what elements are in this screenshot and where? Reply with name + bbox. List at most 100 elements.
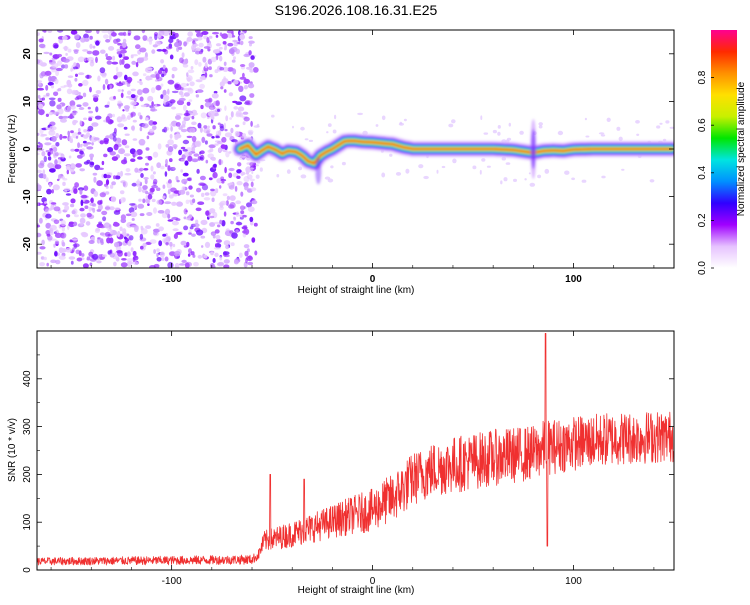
noise-speckle bbox=[184, 262, 190, 268]
noise-speckle bbox=[193, 261, 199, 267]
noise-speckle bbox=[375, 124, 379, 127]
noise-speckle bbox=[219, 66, 225, 71]
noise-speckle bbox=[38, 43, 46, 49]
noise-speckle bbox=[183, 216, 187, 220]
noise-speckle bbox=[156, 76, 163, 82]
noise-speckle bbox=[153, 103, 161, 107]
noise-speckle bbox=[167, 219, 174, 222]
noise-speckle bbox=[481, 158, 486, 162]
noise-speckle bbox=[233, 79, 239, 85]
noise-speckle bbox=[86, 74, 90, 79]
noise-speckle bbox=[79, 150, 84, 155]
noise-speckle bbox=[150, 74, 158, 78]
noise-speckle bbox=[49, 230, 55, 236]
noise-speckle bbox=[214, 252, 219, 257]
noise-speckle bbox=[66, 214, 71, 218]
snr-ytick-label: 400 bbox=[22, 370, 33, 387]
noise-speckle bbox=[182, 64, 189, 68]
noise-speckle bbox=[196, 187, 202, 193]
noise-speckle bbox=[200, 235, 206, 239]
noise-speckle bbox=[203, 254, 208, 259]
noise-speckle bbox=[44, 208, 50, 214]
noise-speckle bbox=[237, 162, 242, 167]
noise-speckle bbox=[243, 85, 248, 90]
noise-speckle bbox=[118, 32, 125, 36]
noise-speckle bbox=[128, 235, 134, 241]
noise-speckle bbox=[174, 262, 180, 268]
noise-speckle bbox=[83, 161, 89, 165]
noise-speckle bbox=[169, 36, 175, 40]
noise-speckle bbox=[248, 131, 254, 136]
noise-speckle bbox=[173, 233, 178, 239]
noise-speckle bbox=[600, 134, 606, 137]
colorbar-label: Normalized spectral amplitude bbox=[736, 81, 747, 216]
noise-speckle bbox=[242, 121, 246, 126]
noise-speckle bbox=[58, 159, 62, 165]
noise-speckle bbox=[188, 232, 192, 235]
noise-speckle bbox=[70, 198, 76, 204]
noise-speckle bbox=[195, 47, 201, 51]
noise-speckle bbox=[215, 48, 221, 54]
noise-speckle bbox=[246, 171, 249, 175]
noise-speckle bbox=[55, 259, 61, 265]
noise-speckle bbox=[206, 37, 210, 44]
noise-speckle bbox=[120, 262, 128, 268]
noise-speckle bbox=[85, 30, 92, 34]
noise-speckle bbox=[243, 116, 250, 122]
noise-speckle bbox=[107, 147, 114, 153]
noise-speckle bbox=[649, 179, 655, 183]
noise-speckle bbox=[250, 187, 257, 192]
noise-speckle bbox=[180, 94, 185, 98]
noise-speckle bbox=[169, 54, 174, 60]
noise-speckle bbox=[621, 168, 625, 171]
noise-speckle bbox=[195, 219, 199, 224]
noise-speckle bbox=[49, 168, 56, 173]
noise-speckle bbox=[181, 259, 187, 263]
noise-speckle bbox=[132, 71, 139, 77]
snr-ticks: -100 0 100 0 100 200 300 400 bbox=[22, 331, 674, 587]
noise-speckle bbox=[230, 242, 235, 247]
noise-speckle bbox=[238, 252, 243, 258]
noise-speckle bbox=[191, 146, 196, 152]
noise-speckle bbox=[508, 122, 511, 127]
noise-speckle bbox=[75, 42, 81, 49]
noise-speckle bbox=[73, 66, 78, 70]
noise-speckle bbox=[215, 34, 219, 38]
noise-speckle bbox=[123, 126, 128, 130]
noise-speckle bbox=[188, 99, 193, 102]
noise-speckle bbox=[181, 52, 185, 58]
noise-speckle bbox=[53, 243, 56, 248]
snr-ylabel: SNR (10 * v/v) bbox=[7, 418, 18, 482]
noise-speckle bbox=[130, 88, 136, 92]
broadband-feature bbox=[315, 156, 322, 185]
noise-speckle bbox=[164, 171, 168, 177]
noise-speckle bbox=[49, 59, 53, 63]
noise-speckle bbox=[124, 172, 132, 176]
noise-speckle bbox=[116, 51, 123, 55]
noise-speckle bbox=[37, 169, 42, 174]
noise-speckle bbox=[206, 133, 213, 137]
noise-speckle bbox=[39, 217, 43, 224]
noise-speckle bbox=[105, 116, 111, 122]
noise-speckle bbox=[139, 47, 147, 53]
noise-speckle bbox=[166, 182, 172, 189]
noise-speckle bbox=[137, 89, 143, 96]
noise-speckle bbox=[105, 174, 112, 179]
noise-speckle bbox=[243, 244, 250, 249]
noise-speckle bbox=[154, 33, 158, 41]
noise-speckle bbox=[117, 42, 122, 46]
noise-speckle bbox=[39, 72, 44, 79]
noise-speckle bbox=[68, 155, 72, 159]
noise-speckle bbox=[176, 201, 183, 207]
noise-speckle bbox=[37, 59, 41, 64]
noise-speckle bbox=[180, 146, 186, 150]
spectrogram-xtick-label: 100 bbox=[565, 274, 582, 285]
noise-speckle bbox=[172, 166, 176, 170]
noise-speckle bbox=[185, 199, 190, 204]
noise-speckle bbox=[537, 174, 542, 179]
noise-speckle bbox=[204, 72, 208, 78]
ridge-band bbox=[239, 140, 673, 165]
noise-speckle bbox=[162, 195, 166, 199]
noise-speckle bbox=[175, 113, 183, 116]
